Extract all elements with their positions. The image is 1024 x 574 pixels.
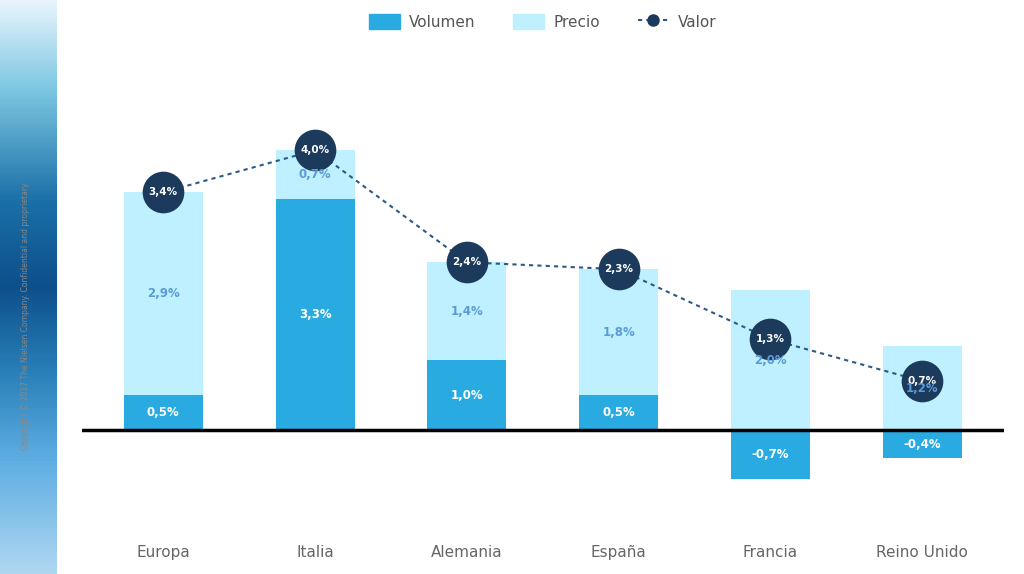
Text: 2,9%: 2,9% [146,287,179,300]
Text: 1,8%: 1,8% [602,325,635,339]
Point [914,377,931,386]
Bar [275,199,354,430]
Text: 0,7%: 0,7% [299,168,332,181]
Bar [427,360,506,430]
Text: -0,7%: -0,7% [752,448,790,461]
Text: 1,0%: 1,0% [451,389,483,402]
Point [155,188,171,197]
Bar [731,290,810,430]
Point [610,265,627,274]
Text: 3,4%: 3,4% [148,187,178,197]
Bar [883,430,962,458]
Bar [427,262,506,360]
Point [459,258,475,267]
Point [307,146,324,155]
Text: Copyright © 2017 The Nielsen Company. Confidential and proprietary: Copyright © 2017 The Nielsen Company. Co… [22,182,30,449]
Bar [580,269,658,395]
Text: 0,5%: 0,5% [146,406,179,419]
Bar [883,346,962,430]
Point [762,335,778,344]
Text: -0,4%: -0,4% [903,437,941,451]
Bar [124,395,203,430]
Text: 2,4%: 2,4% [453,257,481,267]
Bar [124,192,203,395]
Text: 1,2%: 1,2% [906,382,938,395]
Bar [731,430,810,479]
Text: 1,3%: 1,3% [756,334,784,344]
Text: 4,0%: 4,0% [300,145,330,156]
Bar [580,395,658,430]
Text: 0,5%: 0,5% [602,406,635,419]
Text: 3,3%: 3,3% [299,308,332,321]
Text: 0,7%: 0,7% [907,376,937,386]
Bar [275,150,354,199]
Text: 1,4%: 1,4% [451,305,483,318]
Text: 2,0%: 2,0% [754,354,786,367]
Text: 2,3%: 2,3% [604,264,633,274]
Legend: Volumen, Precio, Valor: Volumen, Precio, Valor [362,7,723,36]
